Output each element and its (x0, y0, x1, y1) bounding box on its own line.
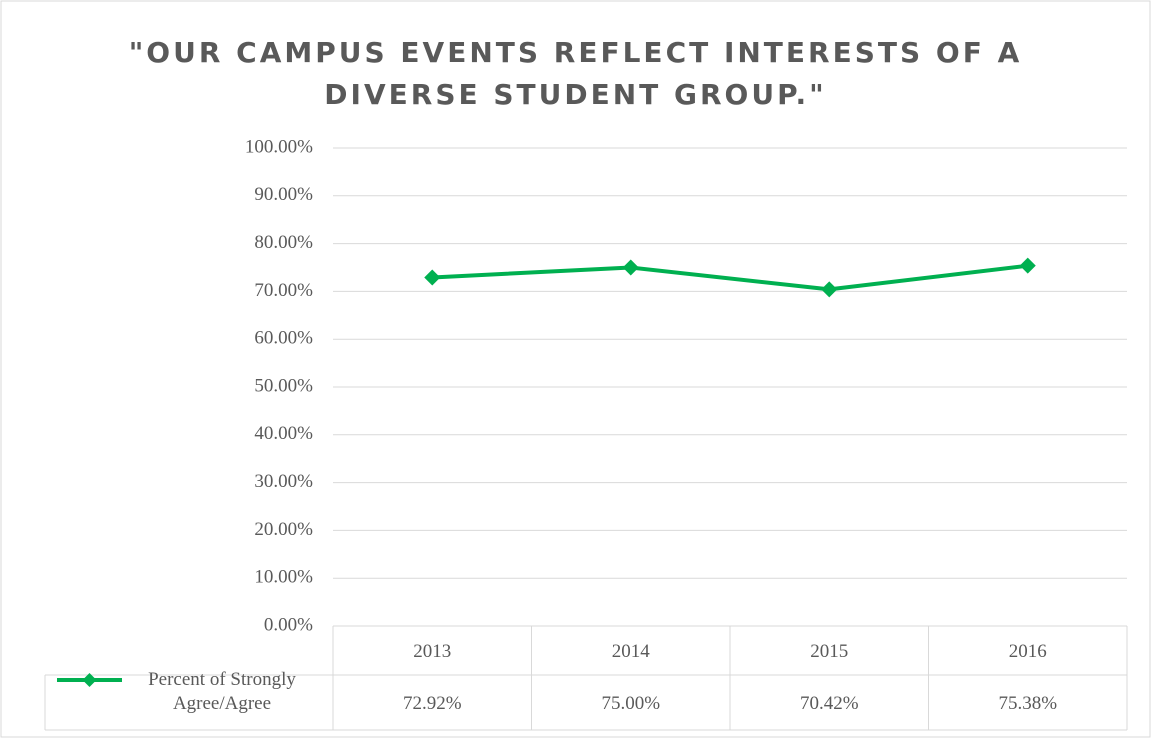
legend-marker (82, 673, 97, 687)
y-tick-label: 50.00% (254, 375, 313, 396)
table-value: 72.92% (403, 693, 462, 714)
table-value: 75.38% (998, 693, 1057, 714)
y-tick-label: 80.00% (254, 232, 313, 253)
y-tick-label: 40.00% (254, 423, 313, 444)
table-value: 70.42% (800, 693, 859, 714)
series-line (432, 263, 1028, 292)
chart-title: "OUR CAMPUS EVENTS REFLECT INTERESTS OF … (128, 36, 1023, 111)
y-tick-label: 30.00% (254, 471, 313, 492)
marker (1019, 257, 1036, 274)
legend-label: Percent of Strongly Agree/Agree (148, 669, 296, 714)
x-tick-label: 2015 (810, 641, 848, 662)
y-tick-label: 0.00% (264, 614, 313, 635)
y-tick-label: 100.00% (245, 136, 313, 157)
marker (424, 269, 441, 286)
x-tick-label: 2014 (612, 641, 651, 662)
x-tick-label: 2013 (413, 641, 451, 662)
table-value: 75.00% (601, 693, 660, 714)
x-tick-label: 2016 (1009, 641, 1047, 662)
marker (821, 281, 838, 298)
y-tick-label: 70.00% (254, 280, 313, 301)
y-tick-label: 60.00% (254, 328, 313, 349)
marker (622, 259, 639, 276)
y-tick-label: 20.00% (254, 519, 313, 540)
y-tick-label: 90.00% (254, 184, 313, 205)
y-tick-label: 10.00% (254, 567, 313, 588)
